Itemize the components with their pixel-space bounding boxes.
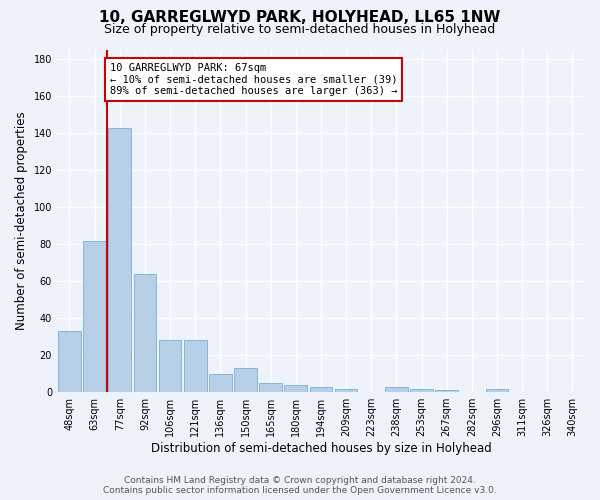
Bar bbox=[109, 128, 131, 392]
Bar bbox=[184, 340, 206, 392]
Bar bbox=[335, 388, 358, 392]
Bar bbox=[310, 386, 332, 392]
Bar bbox=[385, 386, 408, 392]
Bar bbox=[410, 388, 433, 392]
X-axis label: Distribution of semi-detached houses by size in Holyhead: Distribution of semi-detached houses by … bbox=[151, 442, 491, 455]
Bar bbox=[259, 383, 282, 392]
Text: Contains HM Land Registry data © Crown copyright and database right 2024.
Contai: Contains HM Land Registry data © Crown c… bbox=[103, 476, 497, 495]
Bar bbox=[234, 368, 257, 392]
Bar bbox=[134, 274, 156, 392]
Text: Size of property relative to semi-detached houses in Holyhead: Size of property relative to semi-detach… bbox=[104, 22, 496, 36]
Bar bbox=[58, 331, 81, 392]
Text: 10, GARREGLWYD PARK, HOLYHEAD, LL65 1NW: 10, GARREGLWYD PARK, HOLYHEAD, LL65 1NW bbox=[100, 10, 500, 25]
Bar bbox=[485, 388, 508, 392]
Bar bbox=[159, 340, 181, 392]
Bar bbox=[284, 385, 307, 392]
Y-axis label: Number of semi-detached properties: Number of semi-detached properties bbox=[15, 112, 28, 330]
Bar bbox=[436, 390, 458, 392]
Bar bbox=[83, 240, 106, 392]
Bar bbox=[209, 374, 232, 392]
Text: 10 GARREGLWYD PARK: 67sqm
← 10% of semi-detached houses are smaller (39)
89% of : 10 GARREGLWYD PARK: 67sqm ← 10% of semi-… bbox=[110, 63, 397, 96]
